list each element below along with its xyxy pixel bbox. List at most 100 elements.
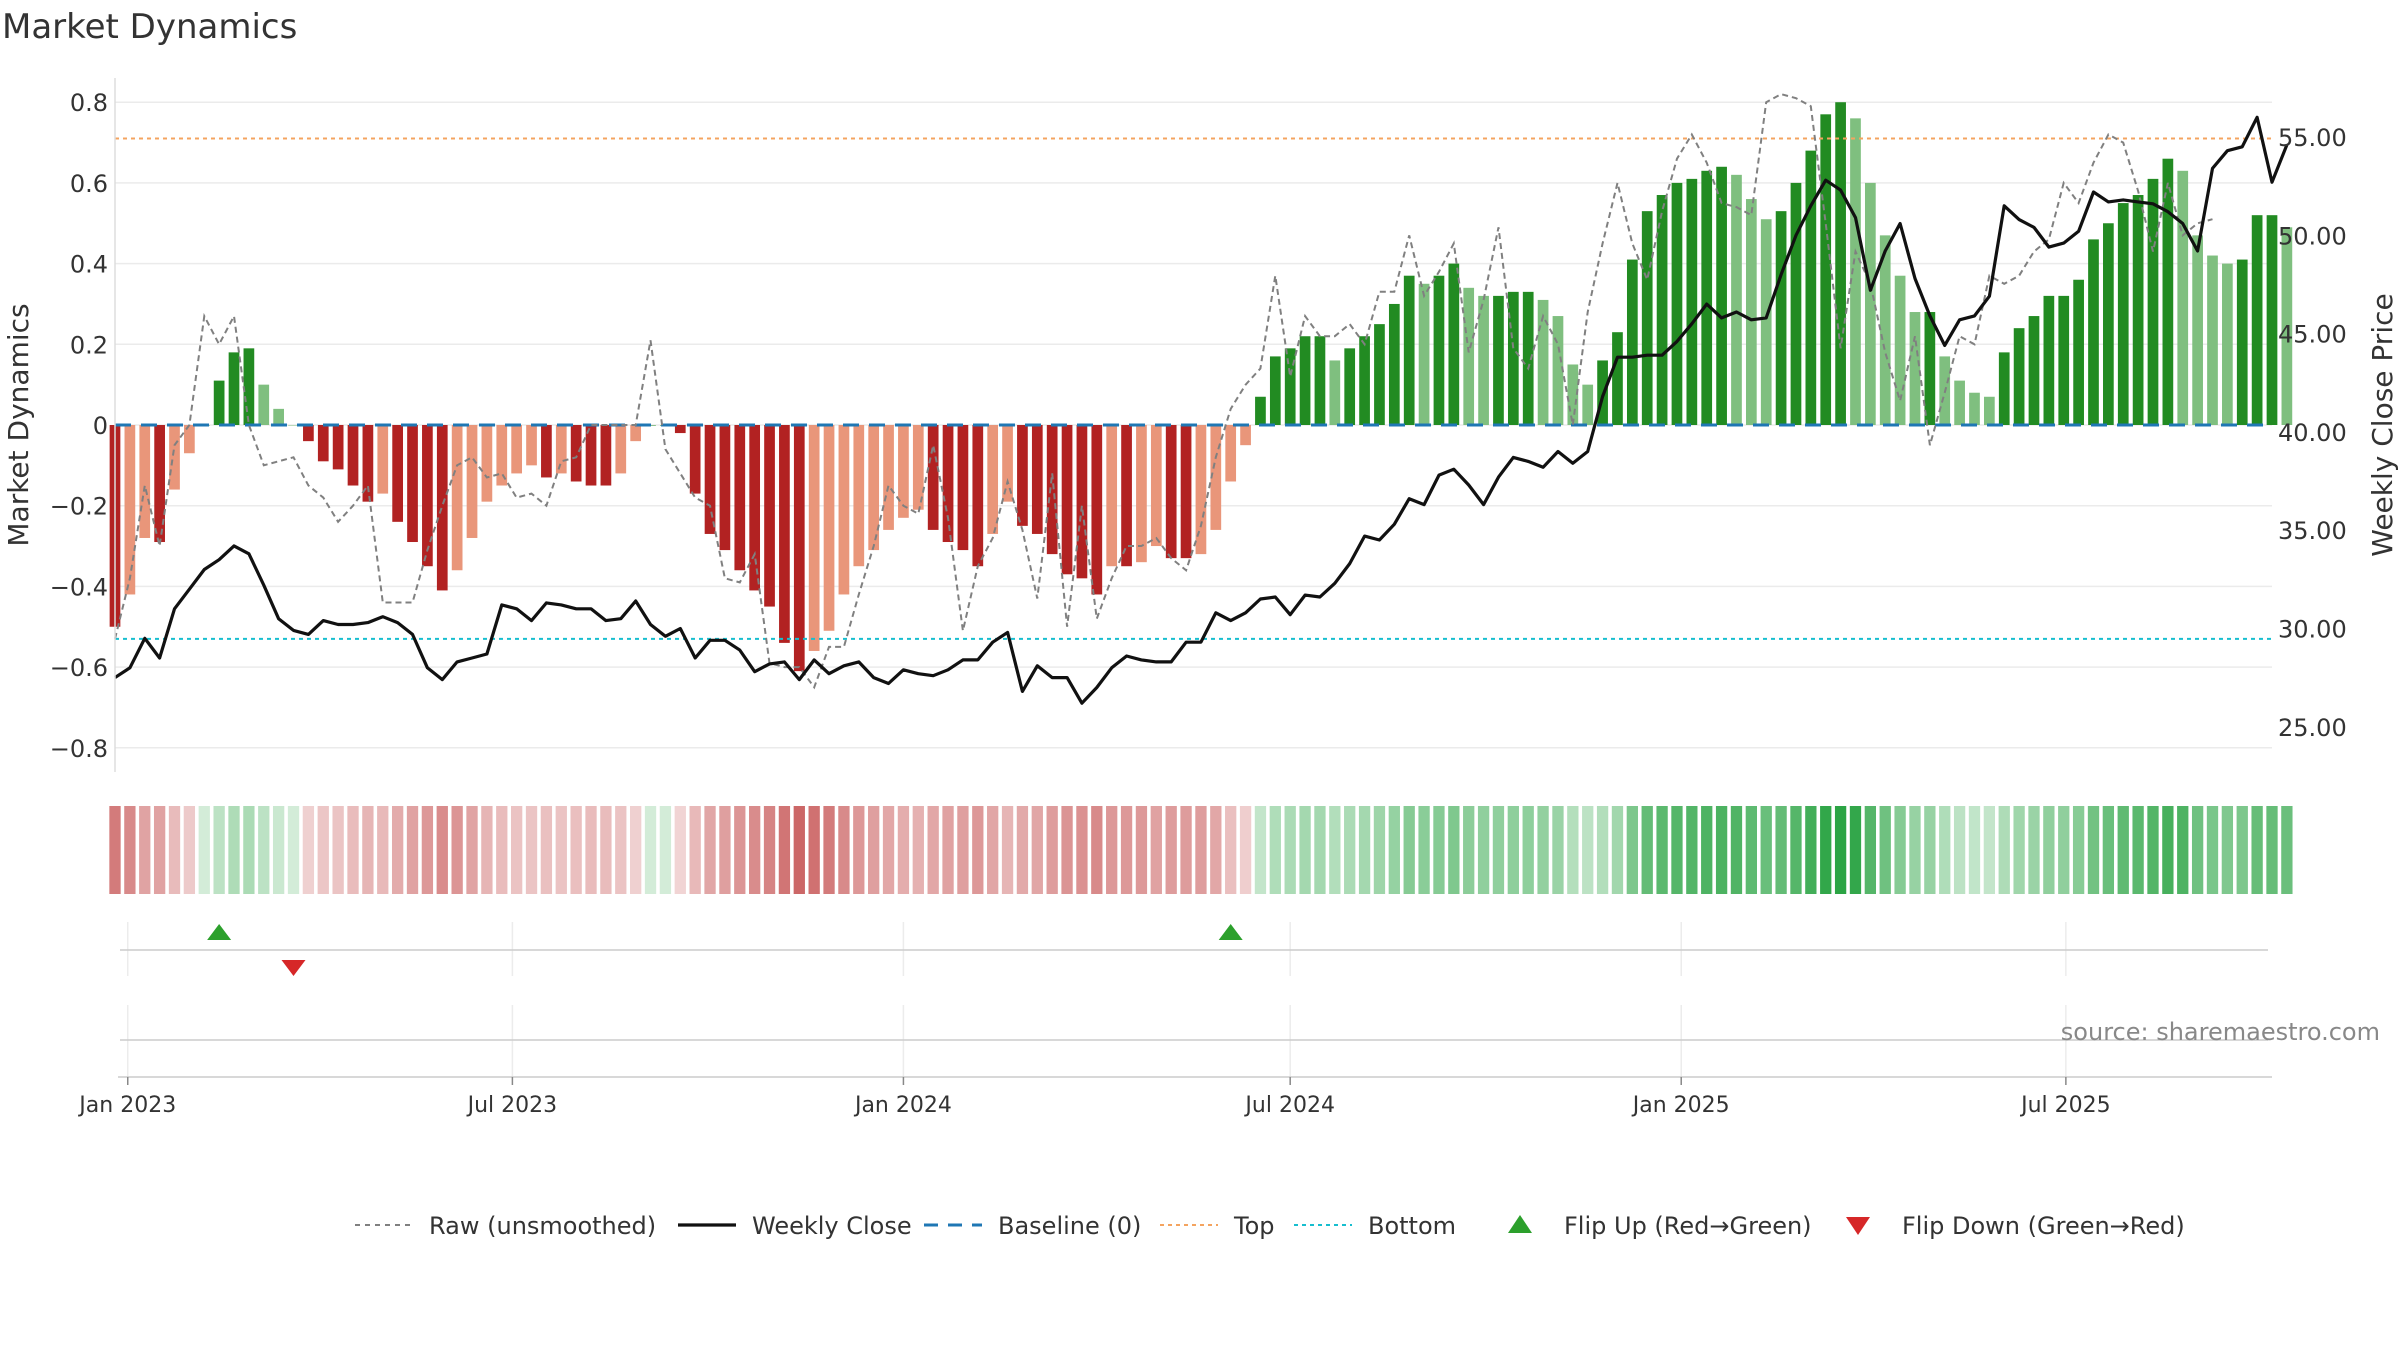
dynamics-bar xyxy=(868,425,880,551)
dynamics-bar xyxy=(2251,215,2263,425)
legend: Raw (unsmoothed) Weekly Close Baseline (0)… xyxy=(355,1212,2185,1240)
heat-cell xyxy=(124,806,136,894)
heat-cell xyxy=(1016,806,1029,894)
heat-cell xyxy=(1849,806,1862,894)
heat-cell xyxy=(2206,806,2219,894)
y-left-tick-label: 0 xyxy=(93,412,108,440)
heat-cell xyxy=(347,806,359,894)
heat-cell xyxy=(1403,806,1415,894)
dynamics-bar xyxy=(1403,275,1415,425)
heat-cell xyxy=(2013,806,2025,894)
dynamics-bar xyxy=(1998,352,2010,425)
dynamics-bar xyxy=(362,425,374,502)
heat-cell xyxy=(570,806,582,894)
heat-cell xyxy=(615,806,627,894)
y-right-tick-label: 50.00 xyxy=(2278,222,2347,250)
dynamics-bar xyxy=(1626,259,1638,425)
x-tick-label: Jul 2023 xyxy=(466,1093,558,1118)
dynamics-bar xyxy=(1106,425,1118,567)
heat-cell xyxy=(213,806,225,894)
heat-cell xyxy=(2102,806,2115,894)
dynamics-bar xyxy=(392,425,403,522)
dynamics-bar xyxy=(823,425,835,631)
heat-cell xyxy=(987,806,999,894)
y-right-tick-label: 55.00 xyxy=(2278,124,2347,152)
dynamics-bar xyxy=(704,425,716,534)
dynamics-bar xyxy=(927,425,939,530)
heat-cell xyxy=(1730,806,1743,894)
heat-cell xyxy=(2177,806,2189,894)
x-tick-label: Jan 2023 xyxy=(77,1093,176,1118)
dynamics-bar xyxy=(2177,170,2189,425)
heat-cell xyxy=(1939,806,1951,894)
heat-cell xyxy=(2251,806,2263,894)
dynamics-bar xyxy=(1136,425,1147,563)
dynamics-bar xyxy=(1760,219,1772,425)
dynamics-bar xyxy=(808,425,820,651)
bar-layer xyxy=(109,102,2293,672)
heat-cell xyxy=(689,806,701,894)
heat-cell xyxy=(1135,806,1148,894)
dynamics-bar xyxy=(2088,239,2099,425)
dynamics-bar xyxy=(1984,396,1995,425)
dynamics-bar xyxy=(541,425,552,478)
heat-cell xyxy=(1686,806,1698,894)
heat-cell xyxy=(644,806,657,894)
dynamics-bar xyxy=(1522,291,1534,425)
dynamics-bar xyxy=(2103,223,2114,425)
dynamics-bar xyxy=(1805,150,1817,425)
heat-cell xyxy=(957,806,969,894)
heat-cell xyxy=(704,806,716,894)
dynamics-bar xyxy=(1641,211,1653,425)
heat-cell xyxy=(793,806,805,894)
dynamics-bar xyxy=(1656,195,1668,425)
heat-cell xyxy=(1641,806,1653,894)
heat-cell xyxy=(600,806,612,894)
heat-cell xyxy=(853,806,865,894)
y-left-tick-label: 0.6 xyxy=(70,170,108,198)
dynamics-bar xyxy=(169,425,180,490)
dynamics-bar xyxy=(600,425,612,486)
heat-cell xyxy=(2147,806,2159,894)
dynamics-bar xyxy=(466,425,478,538)
heat-cell xyxy=(2162,806,2174,894)
heat-cell xyxy=(2221,806,2234,894)
dynamics-bar xyxy=(942,425,954,543)
dynamics-bar xyxy=(555,425,567,474)
heat-cell xyxy=(1790,806,1802,894)
dynamics-bar xyxy=(1061,425,1073,575)
dynamics-bar xyxy=(1180,425,1192,559)
dynamics-bar xyxy=(853,425,865,567)
heat-cell xyxy=(555,806,567,894)
heat-cell xyxy=(243,806,255,894)
dynamics-bar xyxy=(719,425,731,551)
x-tick-label: Jan 2024 xyxy=(853,1093,952,1118)
heat-cell xyxy=(1225,806,1237,894)
heat-cell xyxy=(2043,806,2055,894)
dynamics-bar xyxy=(1225,425,1237,482)
heat-cell xyxy=(1983,806,1996,894)
dynamics-bar xyxy=(154,425,165,543)
dynamics-bar xyxy=(957,425,969,551)
heat-cell xyxy=(1150,806,1162,894)
heat-cell xyxy=(1492,806,1505,894)
legend-label: Raw (unsmoothed) xyxy=(429,1212,656,1240)
heat-cell xyxy=(1299,806,1311,894)
dynamics-bar xyxy=(258,384,270,425)
dynamics-bar xyxy=(749,425,761,591)
dynamics-bar xyxy=(288,425,299,426)
dynamics-bar xyxy=(451,425,463,571)
dynamics-bar xyxy=(838,425,850,595)
dynamics-bar xyxy=(2236,259,2248,425)
dynamics-bar xyxy=(1299,336,1311,425)
dynamics-bar xyxy=(615,425,627,474)
heat-cell xyxy=(510,806,523,894)
dynamics-bar xyxy=(1850,118,1861,425)
dynamics-bar xyxy=(972,425,984,567)
heat-cell xyxy=(1567,806,1579,894)
heat-cell xyxy=(302,806,315,894)
heat-cell xyxy=(1210,806,1222,894)
y-left-tick-label: 0.2 xyxy=(70,331,108,359)
heat-cell xyxy=(882,806,895,894)
heat-cell xyxy=(183,806,196,894)
